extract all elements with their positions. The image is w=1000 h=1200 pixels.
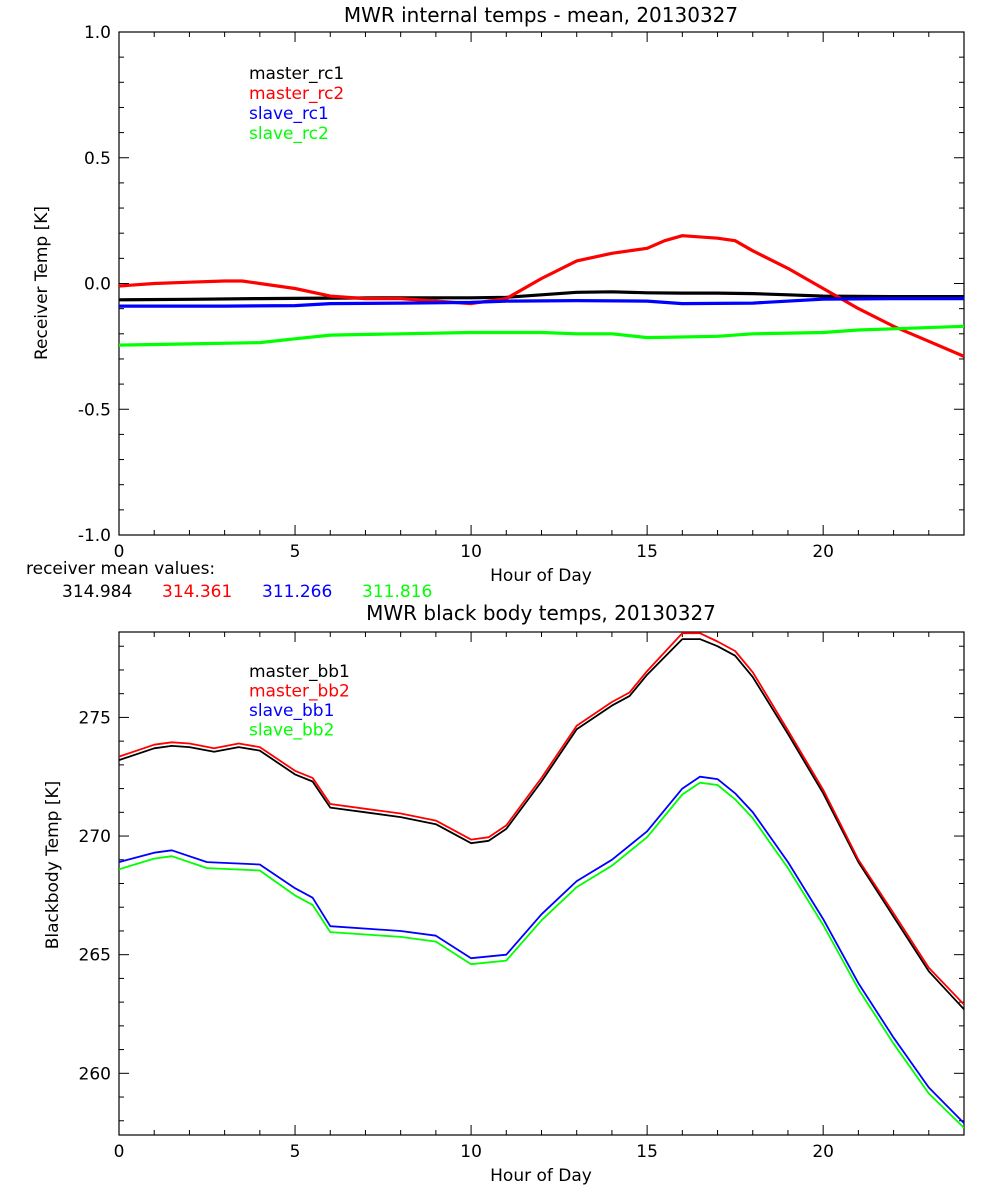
legend-entry-master-bb1: master_bb1 bbox=[249, 662, 350, 682]
x-tick-label: 5 bbox=[290, 542, 301, 562]
x-tick-label: 15 bbox=[636, 1142, 658, 1162]
legend-entry-master-rc2: master_rc2 bbox=[249, 84, 344, 104]
mean-value-slave-rc1: 311.266 bbox=[262, 582, 332, 602]
y-tick-label: 0.0 bbox=[84, 275, 111, 295]
legend-entry-master-rc1: master_rc1 bbox=[249, 64, 344, 84]
y-tick-label: -1.0 bbox=[78, 526, 111, 546]
x-tick-label: 20 bbox=[812, 542, 834, 562]
legend-entry-slave-rc1: slave_rc1 bbox=[249, 104, 329, 124]
series-line-master-bb2 bbox=[119, 632, 964, 1006]
x-tick-label: 10 bbox=[460, 542, 482, 562]
x-tick-label: 0 bbox=[114, 1142, 125, 1162]
x-tick-label: 15 bbox=[636, 542, 658, 562]
mean-values-label: receiver mean values: bbox=[26, 559, 215, 579]
y-tick-label: 270 bbox=[79, 827, 111, 847]
plot-frame bbox=[118, 31, 965, 536]
y-tick-label: 275 bbox=[79, 708, 111, 728]
legend-entry-slave-bb2: slave_bb2 bbox=[249, 721, 334, 741]
mean-value-slave-rc2: 311.816 bbox=[362, 582, 432, 602]
legend-entry-master-bb2: master_bb2 bbox=[249, 682, 350, 702]
receiver-temp-plot: MWR internal temps - mean, 20130327 Hour… bbox=[26, 3, 965, 602]
legend-entry-slave-bb1: slave_bb1 bbox=[249, 701, 334, 721]
plot-title: MWR black body temps, 20130327 bbox=[366, 601, 716, 625]
y-axis-label: Receiver Temp [K] bbox=[32, 206, 52, 360]
mean-value-master-rc1: 314.984 bbox=[62, 582, 132, 602]
y-tick-label: 265 bbox=[79, 946, 111, 966]
y-tick-label: 0.5 bbox=[84, 149, 111, 169]
blackbody-temp-plot: MWR black body temps, 20130327 Hour of D… bbox=[43, 601, 965, 1186]
series-line-slave-bb2 bbox=[119, 781, 964, 1129]
x-tick-label: 20 bbox=[812, 1142, 834, 1162]
x-axis-label: Hour of Day bbox=[490, 1166, 592, 1186]
series-line-slave-rc2 bbox=[119, 324, 964, 347]
mean-value-master-rc2: 314.361 bbox=[162, 582, 232, 602]
x-tick-label: 5 bbox=[290, 1142, 301, 1162]
y-tick-label: 1.0 bbox=[84, 23, 111, 43]
x-tick-label: 0 bbox=[114, 542, 125, 562]
plot-frame bbox=[118, 631, 965, 1136]
x-axis-label: Hour of Day bbox=[490, 566, 592, 586]
series-line-master-rc1 bbox=[119, 290, 964, 302]
x-tick-label: 10 bbox=[460, 1142, 482, 1162]
series-line-slave-bb1 bbox=[119, 775, 964, 1124]
series-line-master-bb1 bbox=[119, 638, 964, 1010]
series-line-master-rc2 bbox=[119, 234, 964, 358]
legend-entry-slave-rc2: slave_rc2 bbox=[249, 124, 329, 144]
y-tick-label: 260 bbox=[79, 1064, 111, 1084]
series-line-slave-rc1 bbox=[119, 297, 964, 308]
y-axis-label: Blackbody Temp [K] bbox=[43, 781, 63, 950]
plot-title: MWR internal temps - mean, 20130327 bbox=[344, 3, 738, 27]
y-tick-label: -0.5 bbox=[78, 400, 111, 420]
